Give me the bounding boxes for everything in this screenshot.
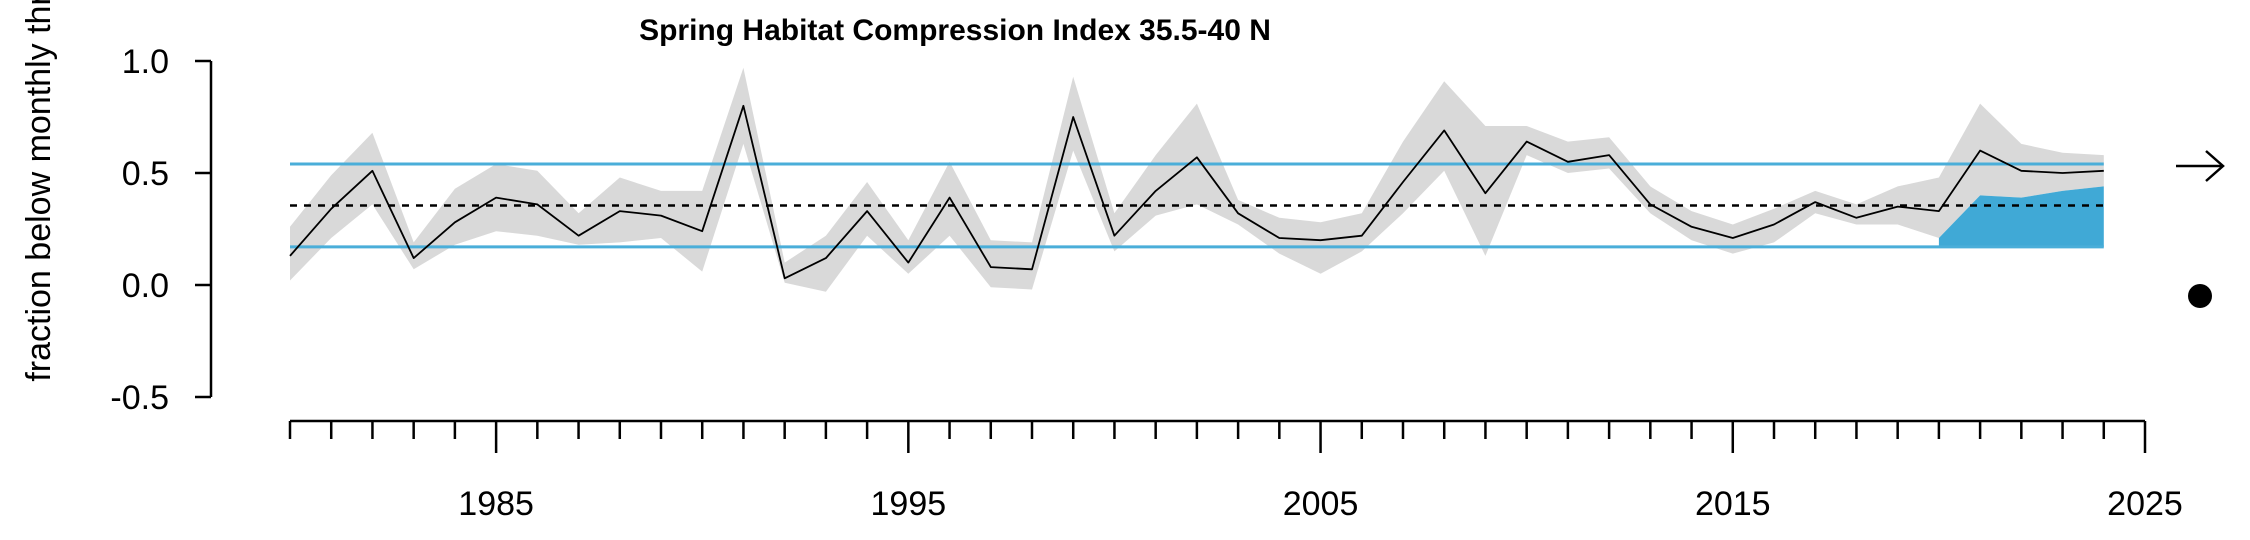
plot-area bbox=[289, 67, 2104, 292]
filled-circle-icon bbox=[2188, 284, 2212, 308]
x-tick-label: 1995 bbox=[871, 485, 947, 523]
x-tick-label: 1985 bbox=[458, 485, 534, 523]
y-tick-label: 0.5 bbox=[122, 155, 169, 193]
series-line bbox=[289, 104, 2104, 280]
uncertainty-band bbox=[290, 67, 2104, 292]
arrow-right-head-icon bbox=[2205, 150, 2225, 182]
y-tick-label: 1.0 bbox=[122, 43, 169, 81]
indicators bbox=[2176, 150, 2225, 308]
chart-title: Spring Habitat Compression Index 35.5-40… bbox=[639, 14, 1271, 47]
recent-period-fill bbox=[1938, 186, 2104, 247]
y-axis-label: fraction below monthly thres bbox=[20, 0, 58, 382]
axes: 1.0 0.5 0.0 -0.5 1985 1995 2005 2015 2025 bbox=[110, 43, 2182, 523]
x-tick-label: 2015 bbox=[1695, 485, 1771, 523]
x-tick-label: 2025 bbox=[2107, 485, 2183, 523]
y-tick-label: -0.5 bbox=[110, 379, 169, 417]
y-tick-label: 0.0 bbox=[122, 267, 169, 305]
x-tick-label: 2005 bbox=[1283, 485, 1359, 523]
